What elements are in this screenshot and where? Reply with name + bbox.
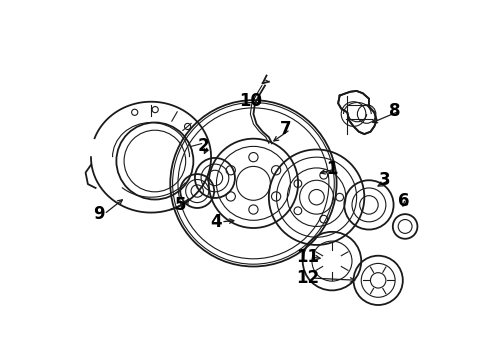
Text: 7: 7: [280, 121, 292, 139]
Text: 5: 5: [174, 196, 186, 214]
Text: 12: 12: [296, 269, 319, 287]
Text: 1: 1: [326, 160, 338, 178]
Text: 8: 8: [390, 102, 401, 120]
Text: 3: 3: [378, 171, 390, 189]
Text: 6: 6: [398, 192, 409, 210]
Text: 4: 4: [211, 213, 222, 231]
Text: 11: 11: [296, 248, 319, 266]
Text: 2: 2: [197, 136, 209, 154]
Text: 10: 10: [240, 92, 263, 110]
Text: 9: 9: [94, 205, 105, 223]
